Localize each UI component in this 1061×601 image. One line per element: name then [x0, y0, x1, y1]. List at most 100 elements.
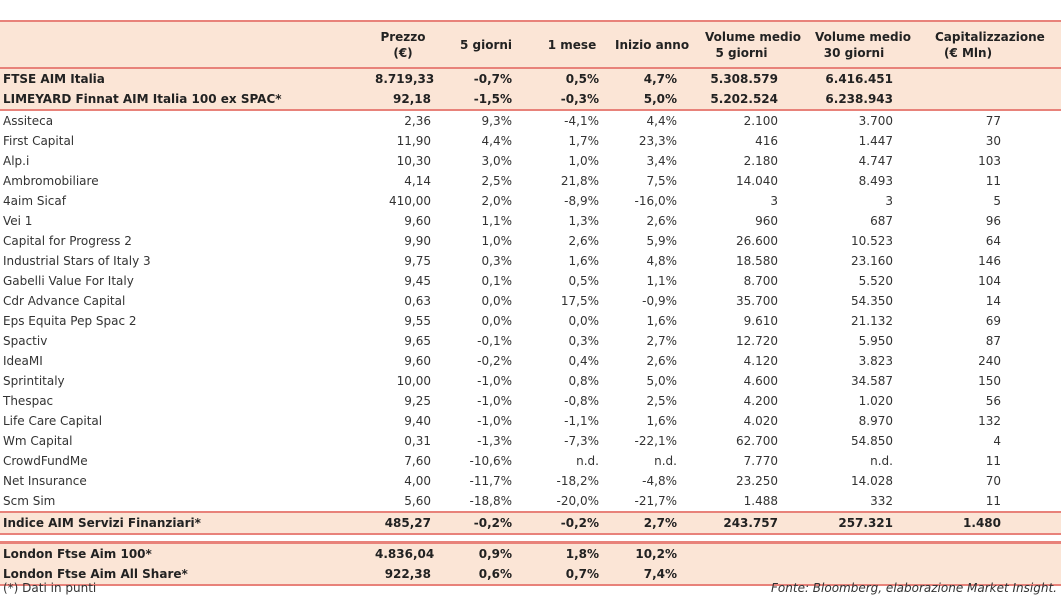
cell: 23.250 — [736, 474, 778, 488]
cell: 14.028 — [851, 474, 893, 488]
cell: 0,4% — [568, 354, 600, 368]
cell: 1.488 — [743, 494, 778, 508]
table-row: Spactiv 9,65 -0,1% 0,3% 2,7% 12.720 5.950 87 — [0, 331, 1061, 351]
cell: 54.350 — [851, 294, 893, 308]
cell: 960 — [755, 214, 778, 228]
cell: 104 — [978, 274, 1001, 288]
table-row: Capital for Progress 2 9,90 1,0% 2,6% 5,9% 26… — [0, 231, 1061, 251]
cell: 64 — [985, 234, 1001, 248]
table-row: Scm Sim 5,60 -18,8% -20,0% -21,7% 1.488 332 11 — [0, 491, 1061, 512]
cell: -21,7% — [634, 494, 677, 508]
cell: 1,0% — [568, 154, 600, 168]
cell: 3 — [770, 194, 778, 208]
row-name: London Ftse Aim All Share* — [3, 566, 188, 581]
cell: 8.700 — [743, 274, 778, 288]
cell: 1,6% — [646, 414, 678, 428]
table-row: 4aim Sicaf 410,00 2,0% -8,9% -16,0% 3 3 5 — [0, 191, 1061, 211]
row-name: Alp.i — [3, 154, 30, 168]
cell: 9,65 — [404, 334, 431, 348]
cell: 4.600 — [743, 374, 778, 388]
cell: 2.100 — [743, 114, 778, 128]
row-name: Sprintitaly — [3, 374, 65, 388]
column-header: Prezzo (€) — [380, 29, 426, 60]
cell: 332 — [870, 494, 893, 508]
cell: 7.770 — [743, 454, 778, 468]
cell: 4,4% — [646, 114, 678, 128]
cell: -4,1% — [564, 114, 599, 128]
cell: -1,1% — [564, 414, 599, 428]
cell: -18,8% — [469, 494, 512, 508]
row-name: Vei 1 — [3, 214, 33, 228]
cell: -18,2% — [556, 474, 599, 488]
cell: 10,00 — [396, 374, 431, 388]
cell: 77 — [985, 114, 1001, 128]
cell: 2,6% — [646, 354, 678, 368]
cell — [935, 542, 1061, 564]
cell: 9,45 — [404, 274, 431, 288]
table-row: Eps Equita Pep Spac 2 9,55 0,0% 0,0% 1,6% 9.6… — [0, 311, 1061, 331]
cell: 9,90 — [404, 234, 431, 248]
cell: 1,0% — [481, 234, 513, 248]
row-name: Indice AIM Servizi Finanziari* — [3, 516, 201, 530]
cell: 922,38 — [384, 566, 431, 581]
cell — [815, 542, 935, 564]
cell: 1,1% — [481, 214, 513, 228]
row-name: Eps Equita Pep Spac 2 — [3, 314, 137, 328]
cell: 257.321 — [838, 516, 893, 530]
column-header: 5 giorni — [460, 37, 513, 52]
cell: -10,6% — [469, 454, 512, 468]
row-name: First Capital — [3, 134, 75, 148]
header-row: Prezzo (€) 5 giorni 1 mese Inizio anno Volume… — [0, 21, 1061, 68]
row-name: Gabelli Value For Italy — [3, 274, 134, 288]
cell: 11 — [985, 174, 1001, 188]
table-row: IdeaMI 9,60 -0,2% 0,4% 2,6% 4.120 3.823 240 — [0, 351, 1061, 371]
cell: -22,1% — [634, 434, 677, 448]
cell: 4,00 — [404, 474, 431, 488]
row-name: Assiteca — [3, 114, 54, 128]
row-name: Wm Capital — [3, 434, 73, 448]
cell: 6.238.943 — [825, 92, 893, 106]
cell: 21,8% — [560, 174, 599, 188]
cell: 4,8% — [646, 254, 678, 268]
cell: 17,5% — [560, 294, 599, 308]
cell: -7,3% — [564, 434, 599, 448]
cell: 0,9% — [478, 546, 512, 561]
cell: 0,3% — [568, 334, 600, 348]
cell: n.d. — [654, 454, 677, 468]
cell: -1,0% — [477, 394, 512, 408]
cell: 1,6% — [646, 314, 678, 328]
cell: 34.587 — [851, 374, 893, 388]
cell: 4.836,04 — [375, 546, 435, 561]
cell: 0,5% — [568, 274, 600, 288]
cell: 4,7% — [643, 72, 677, 86]
cell: 4.747 — [858, 154, 893, 168]
cell: 9,40 — [404, 414, 431, 428]
cell: 12.720 — [736, 334, 778, 348]
row-name: LIMEYARD Finnat AIM Italia 100 ex SPAC* — [3, 92, 282, 106]
table-row: Sprintitaly 10,00 -1,0% 0,8% 5,0% 4.600 34.587… — [0, 371, 1061, 391]
table-row: Cdr Advance Capital 0,63 0,0% 17,5% -0,9% 35.… — [0, 291, 1061, 311]
cell: 146 — [978, 254, 1001, 268]
cell: 103 — [978, 154, 1001, 168]
cell: 2,7% — [643, 516, 677, 530]
cell: 10.523 — [851, 234, 893, 248]
cell: 0,31 — [404, 434, 431, 448]
cell: 0,6% — [478, 566, 512, 581]
cell: 4,4% — [481, 134, 513, 148]
cell: 56 — [985, 394, 1001, 408]
cell: 21.132 — [851, 314, 893, 328]
cell: 11 — [985, 494, 1001, 508]
cell: 4 — [993, 434, 1001, 448]
table-row: Wm Capital 0,31 -1,3% -7,3% -22,1% 62.700 54.8… — [0, 431, 1061, 451]
table-row: Thespac 9,25 -1,0% -0,8% 2,5% 4.200 1.020 56 — [0, 391, 1061, 411]
cell: 9,25 — [404, 394, 431, 408]
cell: 70 — [985, 474, 1001, 488]
cell: 243.757 — [723, 516, 778, 530]
cell: 7,5% — [646, 174, 678, 188]
cell: 1.480 — [963, 516, 1001, 530]
cell: 1,6% — [568, 254, 600, 268]
cell: n.d. — [870, 454, 893, 468]
cell: 18.580 — [736, 254, 778, 268]
table-row: First Capital 11,90 4,4% 1,7% 23,3% 416 1.447 3… — [0, 131, 1061, 151]
cell: 2,6% — [568, 234, 600, 248]
